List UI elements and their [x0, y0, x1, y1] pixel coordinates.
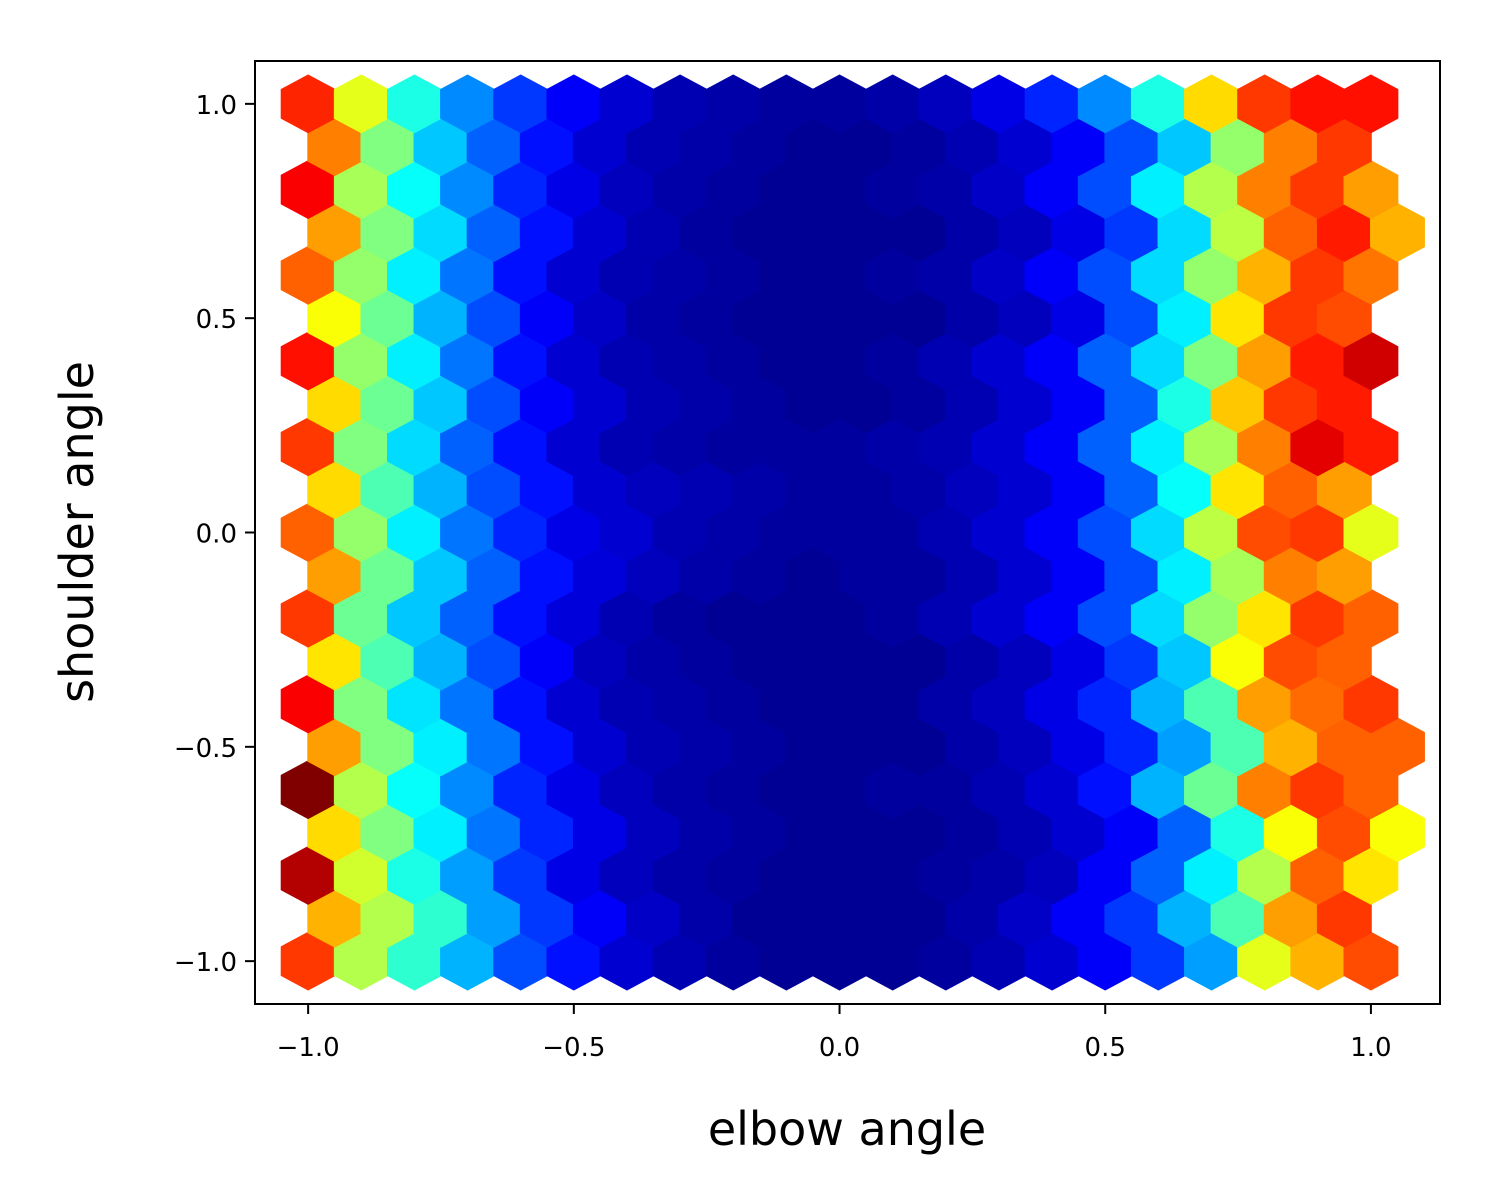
x-axis-label: elbow angle: [708, 1102, 986, 1156]
y-axis-ticks: −1.0 −0.5 0.0 0.5 1.0: [174, 91, 255, 978]
x-axis-ticks: −1.0 −0.5 0.0 0.5 1.0: [277, 1004, 1392, 1063]
y-tick-label: 0.5: [196, 305, 237, 335]
y-tick-label: 1.0: [196, 91, 237, 121]
x-tick-label: −0.5: [542, 1033, 605, 1063]
hexbin-cell: [1343, 74, 1399, 134]
y-tick-label: 0.0: [196, 520, 237, 550]
x-tick-label: 1.0: [1350, 1033, 1391, 1063]
x-tick-label: 0.5: [1085, 1033, 1126, 1063]
x-tick-label: 0.0: [819, 1033, 860, 1063]
hexbin-cells: [280, 74, 1425, 991]
y-tick-label: −0.5: [174, 734, 237, 764]
x-tick-label: −1.0: [277, 1033, 340, 1063]
y-axis-label: shoulder angle: [50, 361, 104, 703]
y-tick-label: −1.0: [174, 948, 237, 978]
